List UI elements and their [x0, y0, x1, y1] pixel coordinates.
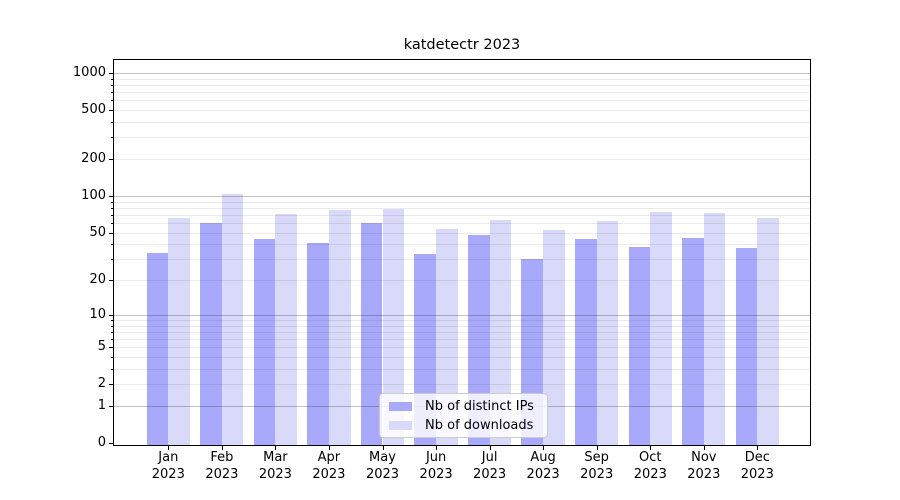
bar-downloads-8 [596, 221, 619, 445]
gridline-minor [114, 325, 810, 327]
bar-ips-11 [735, 248, 758, 445]
gridline-minor [114, 122, 810, 124]
y-tick-label: 200 [81, 151, 106, 167]
x-tick-mark [596, 446, 598, 450]
bar-ips-10 [682, 238, 704, 445]
gridline-minor [114, 159, 810, 161]
bar-downloads-4 [382, 209, 405, 445]
grid-layer [114, 60, 810, 445]
gridline-minor [114, 259, 810, 261]
y-tick-label: 1 [97, 398, 106, 414]
x-tick-label: Jan 2023 [151, 450, 185, 482]
bar-downloads-5 [436, 228, 458, 445]
bar-ips-0 [146, 252, 169, 445]
bar-downloads-7 [543, 229, 565, 445]
x-tick-mark [382, 446, 384, 450]
legend-swatch-downloads [389, 420, 412, 430]
gridline-major [114, 196, 810, 197]
gridline-minor [114, 223, 810, 224]
gridline-minor [114, 280, 810, 282]
gridline-minor [114, 232, 810, 234]
x-tick-mark [168, 446, 170, 450]
x-tick-label: Feb 2023 [205, 450, 239, 482]
x-tick-mark [489, 446, 491, 450]
gridline-minor [114, 137, 810, 139]
gridline-minor [114, 201, 810, 203]
legend-label-downloads: Nb of downloads [425, 417, 534, 433]
x-tick-label: Jul 2023 [473, 450, 507, 482]
legend-entry-distinct-ips: Nb of distinct IPs [380, 398, 547, 415]
bar-downloads-3 [328, 209, 351, 445]
x-tick-label: Oct 2023 [633, 450, 667, 482]
y-tick-label: 20 [89, 272, 106, 288]
bar-downloads-1 [221, 194, 244, 445]
legend-swatch-distinct-ips [389, 401, 412, 411]
x-tick-label: May 2023 [365, 450, 400, 482]
gridline-minor [114, 207, 810, 209]
gridline-minor [114, 92, 810, 94]
legend-entry-downloads: Nb of downloads [380, 417, 547, 434]
x-tick-label: Nov 2023 [687, 450, 721, 482]
gridline-minor [114, 357, 810, 358]
gridline-minor [114, 78, 810, 80]
gridline-major [114, 73, 810, 74]
gridline-minor [114, 85, 810, 86]
bar-ips-1 [200, 223, 222, 445]
x-tick-mark [328, 446, 330, 450]
gridline-major [114, 314, 810, 316]
bar-downloads-11 [757, 218, 779, 445]
gridline-minor [114, 331, 810, 333]
x-tick-label: Jun 2023 [419, 450, 453, 482]
x-tick-mark [543, 446, 545, 450]
bar-downloads-10 [703, 212, 726, 445]
bar-ips-8 [575, 239, 597, 445]
bar-ips-2 [253, 239, 276, 445]
bars-layer [114, 60, 810, 445]
gridline-minor [114, 244, 810, 246]
chart-title: katdetectr 2023 [403, 37, 521, 53]
legend-label-distinct-ips: Nb of distinct IPs [425, 398, 534, 414]
y-tick-label: 2 [97, 376, 106, 392]
gridline-minor [114, 214, 810, 216]
plot-area: Nb of distinct IPs Nb of downloads [113, 59, 811, 446]
bar-ips-9 [628, 247, 651, 445]
y-tick-label: 50 [89, 224, 106, 240]
gridline-minor [114, 110, 810, 112]
y-tick-label: 0 [97, 435, 106, 451]
y-tick-label: 1000 [72, 65, 106, 80]
y-tick-label: 500 [81, 102, 106, 118]
x-tick-label: Aug 2023 [526, 450, 560, 482]
x-tick-label: Apr 2023 [312, 450, 346, 482]
y-tick-label: 5 [97, 339, 106, 355]
bar-downloads-9 [650, 211, 672, 445]
y-tick-label: 100 [81, 188, 106, 203]
bar-downloads-0 [168, 218, 190, 445]
x-tick-mark [650, 446, 652, 450]
gridline-minor [114, 369, 810, 370]
gridline-minor [114, 100, 810, 102]
x-tick-mark [275, 446, 277, 450]
bar-downloads-2 [275, 214, 298, 445]
legend: Nb of distinct IPs Nb of downloads [379, 393, 548, 438]
x-tick-mark [221, 446, 223, 450]
x-tick-mark [757, 446, 759, 450]
x-tick-mark [703, 446, 705, 450]
x-tick-label: Mar 2023 [258, 450, 292, 482]
gridline-minor [114, 339, 810, 340]
bar-ips-4 [360, 223, 383, 445]
gridline-minor [114, 319, 810, 321]
gridline-minor [114, 384, 810, 386]
x-tick-label: Sep 2023 [580, 450, 614, 482]
x-tick-label: Dec 2023 [740, 450, 774, 482]
gridline-minor [114, 347, 810, 349]
x-tick-mark [436, 446, 438, 450]
bar-ips-3 [307, 243, 329, 445]
y-tick-label: 10 [89, 306, 106, 322]
